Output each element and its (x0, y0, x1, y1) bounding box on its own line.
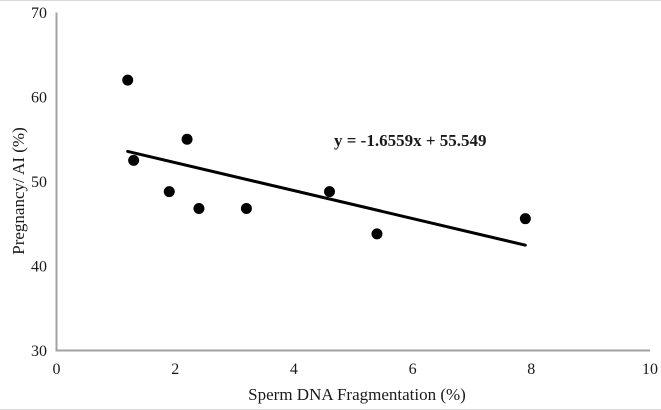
data-point (122, 74, 134, 86)
x-axis-title: Sperm DNA Fragmentation (%) (248, 385, 466, 404)
x-tick-label: 10 (642, 361, 658, 378)
y-tick-labels: 30 40 50 60 70 (31, 5, 47, 360)
y-tick-label: 30 (31, 343, 47, 360)
trendline (126, 149, 527, 247)
y-tick-label: 60 (31, 90, 47, 107)
y-axis-title: Pregnancy/ AI (%) (9, 127, 28, 254)
x-tick-label: 2 (171, 361, 179, 378)
data-point (240, 203, 252, 215)
y-tick-label: 40 (31, 259, 47, 276)
x-tick-labels: 0 2 4 6 8 10 (53, 361, 659, 378)
x-tick-label: 0 (53, 361, 61, 378)
x-tick-label: 8 (527, 361, 535, 378)
data-point (324, 186, 336, 198)
data-point (193, 203, 205, 215)
y-tick-label: 70 (31, 5, 47, 22)
y-tick-label: 50 (31, 174, 47, 191)
x-tick-label: 6 (409, 361, 417, 378)
data-point (371, 228, 383, 240)
data-point (181, 133, 193, 145)
trendline-equation-label: y = -1.6559x + 55.549 (334, 131, 487, 150)
figure-top-border (0, 0, 661, 1)
data-point (163, 186, 175, 198)
data-point (519, 213, 531, 225)
x-tick-label: 4 (290, 361, 298, 378)
data-point (128, 154, 140, 166)
data-points (122, 74, 531, 240)
